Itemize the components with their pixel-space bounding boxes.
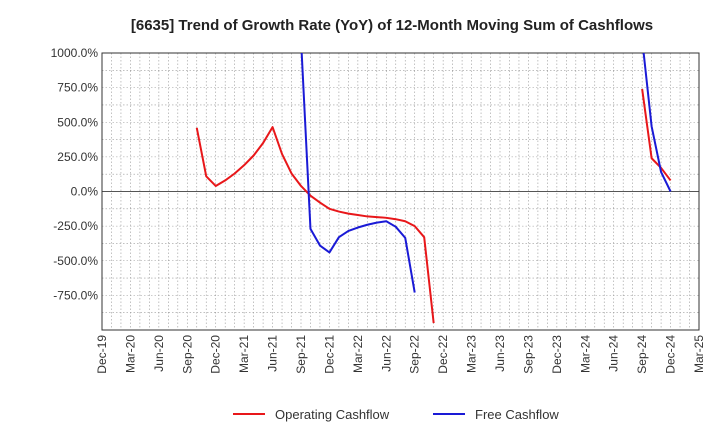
plot-frame bbox=[101, 52, 700, 331]
x-tick-label: Dec-23 bbox=[550, 335, 564, 374]
x-tick-label: Mar-23 bbox=[465, 335, 479, 373]
x-tick-label: Jun-23 bbox=[493, 335, 507, 372]
x-tick-label: Dec-20 bbox=[209, 335, 223, 374]
x-tick-label: Mar-21 bbox=[237, 335, 251, 373]
x-tick-label: Mar-20 bbox=[123, 335, 137, 373]
grid bbox=[102, 53, 699, 330]
legend-item-free-cashflow: Free Cashflow bbox=[433, 407, 559, 422]
x-tick-label: Sep-20 bbox=[180, 335, 194, 374]
y-tick-label: 500.0% bbox=[57, 115, 98, 129]
y-tick-label: 250.0% bbox=[57, 150, 98, 164]
y-tick-label: 0.0% bbox=[71, 185, 99, 199]
y-tick-label: -750.0% bbox=[53, 288, 98, 302]
y-tick-label: 1000.0% bbox=[51, 46, 99, 60]
x-tick-label: Mar-22 bbox=[351, 335, 365, 373]
x-tick-label: Jun-21 bbox=[266, 335, 280, 372]
y-tick-label: -250.0% bbox=[53, 219, 98, 233]
x-tick-label: Sep-24 bbox=[635, 335, 649, 374]
legend: Operating Cashflow Free Cashflow bbox=[233, 407, 559, 422]
x-tick-label: Mar-25 bbox=[692, 335, 706, 373]
series-line-operating-cashflow bbox=[195, 126, 435, 324]
axes: 1000.0% 750.0% 500.0% 250.0% 0.0% -250.0% -500… bbox=[51, 46, 706, 374]
x-tick-label: Dec-21 bbox=[322, 335, 336, 374]
chart-title: [6635] Trend of Growth Rate (YoY) of 12-… bbox=[131, 17, 653, 34]
series-line-free-cashflow bbox=[642, 53, 672, 192]
legend-item-operating-cashflow: Operating Cashflow bbox=[233, 407, 390, 422]
series-layer bbox=[195, 53, 672, 324]
x-tick-label: Sep-23 bbox=[521, 335, 535, 374]
legend-label-free-cashflow: Free Cashflow bbox=[475, 407, 559, 422]
x-tick-label: Jun-22 bbox=[379, 335, 393, 372]
x-tick-label: Dec-24 bbox=[664, 335, 678, 374]
x-tick-label: Sep-22 bbox=[408, 335, 422, 374]
x-tick-label: Jun-20 bbox=[152, 335, 166, 372]
legend-label-operating-cashflow: Operating Cashflow bbox=[275, 407, 390, 422]
x-tick-label: Sep-21 bbox=[294, 335, 308, 374]
series-line-free-cashflow bbox=[300, 53, 416, 293]
x-tick-label: Dec-19 bbox=[95, 335, 109, 374]
x-tick-label: Dec-22 bbox=[436, 335, 450, 374]
x-tick-label: Jun-24 bbox=[607, 335, 621, 372]
y-tick-label: -500.0% bbox=[53, 254, 98, 268]
y-tick-label: 750.0% bbox=[57, 81, 98, 95]
series-line-operating-cashflow bbox=[641, 88, 672, 182]
x-tick-label: Mar-24 bbox=[578, 335, 592, 373]
